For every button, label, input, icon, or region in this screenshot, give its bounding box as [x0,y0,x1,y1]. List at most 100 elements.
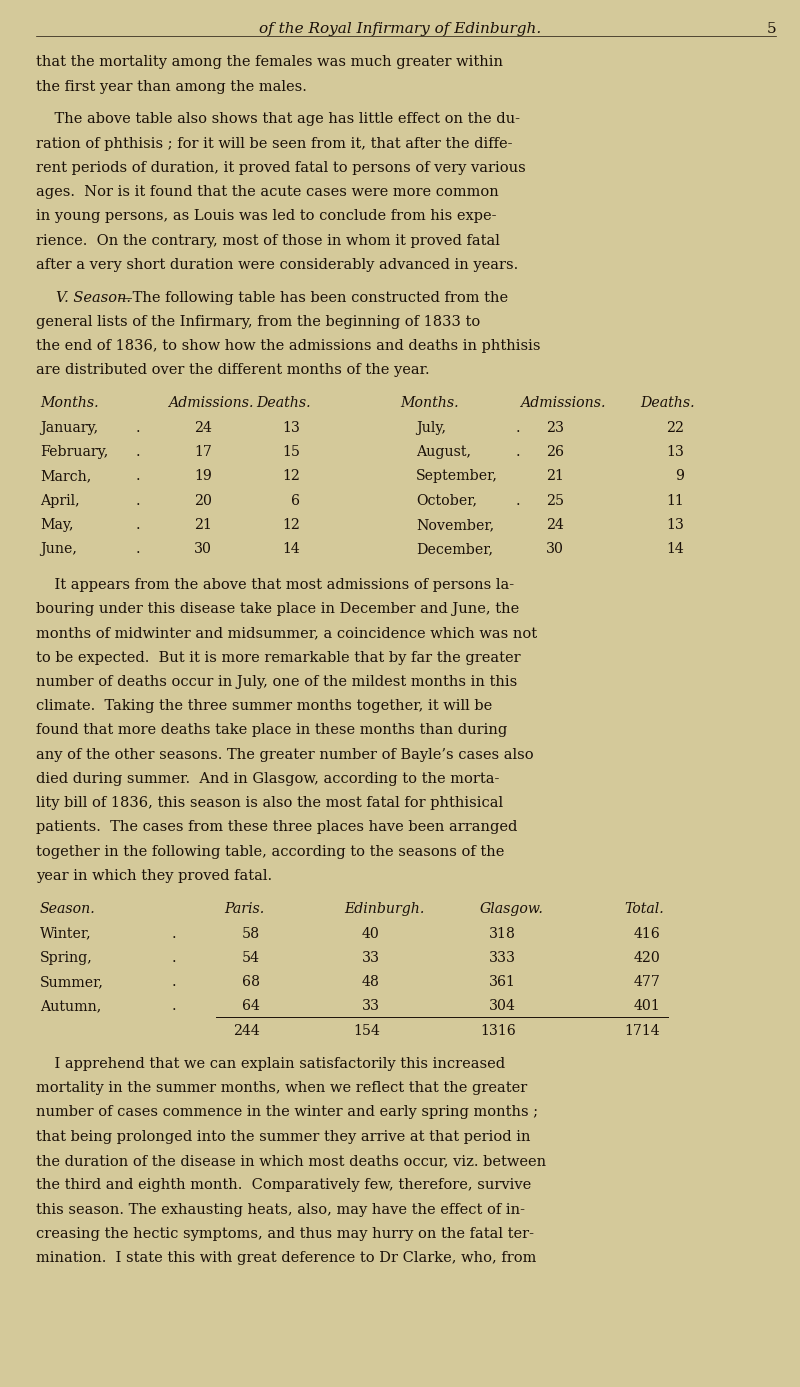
Text: .: . [136,469,141,484]
Text: .: . [136,542,141,556]
Text: 21: 21 [546,469,564,484]
Text: Season.: Season. [40,902,96,915]
Text: mination.  I state this with great deference to Dr Clarke, who, from: mination. I state this with great defere… [36,1251,536,1265]
Text: any of the other seasons. The greater number of Bayle’s cases also: any of the other seasons. The greater nu… [36,748,534,761]
Text: 64: 64 [242,999,260,1014]
Text: December,: December, [416,542,493,556]
Text: 477: 477 [633,975,660,989]
Text: the duration of the disease in which most deaths occur, viz. between: the duration of the disease in which mos… [36,1154,546,1168]
Text: .: . [136,517,141,533]
Text: Autumn,: Autumn, [40,999,102,1014]
Text: Glasgow.: Glasgow. [480,902,544,915]
Text: the third and eighth month.  Comparatively few, therefore, survive: the third and eighth month. Comparativel… [36,1178,531,1193]
Text: July,: July, [416,420,446,436]
Text: Spring,: Spring, [40,950,93,965]
Text: The above table also shows that age has little effect on the du-: The above table also shows that age has … [36,112,520,126]
Text: the end of 1836, to show how the admissions and deaths in phthisis: the end of 1836, to show how the admissi… [36,338,541,354]
Text: 401: 401 [634,999,660,1014]
Text: number of cases commence in the winter and early spring months ;: number of cases commence in the winter a… [36,1105,538,1119]
Text: 154: 154 [353,1024,380,1037]
Text: found that more deaths take place in these months than during: found that more deaths take place in the… [36,723,507,738]
Text: V. Season.: V. Season. [56,290,131,305]
Text: November,: November, [416,517,494,533]
Text: 33: 33 [362,999,380,1014]
Text: .: . [172,950,177,965]
Text: 416: 416 [634,927,660,940]
Text: ages.  Nor is it found that the acute cases were more common: ages. Nor is it found that the acute cas… [36,184,498,200]
Text: 30: 30 [194,542,212,556]
Text: climate.  Taking the three summer months together, it will be: climate. Taking the three summer months … [36,699,492,713]
Text: .: . [516,494,521,508]
Text: 9: 9 [675,469,684,484]
Text: in young persons, as Louis was led to conclude from his expe-: in young persons, as Louis was led to co… [36,209,497,223]
Text: 244: 244 [234,1024,260,1037]
Text: 14: 14 [282,542,300,556]
Text: .: . [172,999,177,1014]
Text: 12: 12 [282,517,300,533]
Text: 26: 26 [546,445,564,459]
Text: .: . [172,975,177,989]
Text: after a very short duration were considerably advanced in years.: after a very short duration were conside… [36,258,518,272]
Text: Winter,: Winter, [40,927,92,940]
Text: 304: 304 [489,999,516,1014]
Text: 318: 318 [489,927,516,940]
Text: 13: 13 [666,517,684,533]
Text: May,: May, [40,517,74,533]
Text: Deaths.: Deaths. [640,395,694,411]
Text: 24: 24 [546,517,564,533]
Text: number of deaths occur in July, one of the mildest months in this: number of deaths occur in July, one of t… [36,674,518,689]
Text: 361: 361 [489,975,516,989]
Text: September,: September, [416,469,498,484]
Text: .: . [172,927,177,940]
Text: January,: January, [40,420,98,436]
Text: 5: 5 [766,22,776,36]
Text: I apprehend that we can explain satisfactorily this increased: I apprehend that we can explain satisfac… [36,1057,505,1071]
Text: to be expected.  But it is more remarkable that by far the greater: to be expected. But it is more remarkabl… [36,651,521,664]
Text: 13: 13 [666,445,684,459]
Text: 23: 23 [546,420,564,436]
Text: 420: 420 [633,950,660,965]
Text: patients.  The cases from these three places have been arranged: patients. The cases from these three pla… [36,820,518,835]
Text: 12: 12 [282,469,300,484]
Text: Paris.: Paris. [224,902,264,915]
Text: 58: 58 [242,927,260,940]
Text: Months.: Months. [400,395,458,411]
Text: .: . [136,420,141,436]
Text: 21: 21 [194,517,212,533]
Text: 48: 48 [362,975,380,989]
Text: 11: 11 [666,494,684,508]
Text: .: . [516,445,521,459]
Text: June,: June, [40,542,77,556]
Text: February,: February, [40,445,108,459]
Text: bouring under this disease take place in December and June, the: bouring under this disease take place in… [36,602,519,616]
Text: —The following table has been constructed from the: —The following table has been constructe… [118,290,508,305]
Text: died during summer.  And in Glasgow, according to the morta-: died during summer. And in Glasgow, acco… [36,771,499,786]
Text: Summer,: Summer, [40,975,104,989]
Text: of the Royal Infirmary of Edinburgh.: of the Royal Infirmary of Edinburgh. [259,22,541,36]
Text: that being prolonged into the summer they arrive at that period in: that being prolonged into the summer the… [36,1129,530,1144]
Text: lity bill of 1836, this season is also the most fatal for phthisical: lity bill of 1836, this season is also t… [36,796,503,810]
Text: 13: 13 [282,420,300,436]
Text: rent periods of duration, it proved fatal to persons of very various: rent periods of duration, it proved fata… [36,161,526,175]
Text: Admissions.: Admissions. [520,395,606,411]
Text: 1714: 1714 [624,1024,660,1037]
Text: 15: 15 [282,445,300,459]
Text: creasing the hectic symptoms, and thus may hurry on the fatal ter-: creasing the hectic symptoms, and thus m… [36,1226,534,1241]
Text: March,: March, [40,469,91,484]
Text: 17: 17 [194,445,212,459]
Text: .: . [136,445,141,459]
Text: 54: 54 [242,950,260,965]
Text: 68: 68 [242,975,260,989]
Text: .: . [136,494,141,508]
Text: Total.: Total. [624,902,664,915]
Text: 25: 25 [546,494,564,508]
Text: 40: 40 [362,927,380,940]
Text: Edinburgh.: Edinburgh. [344,902,424,915]
Text: rience.  On the contrary, most of those in whom it proved fatal: rience. On the contrary, most of those i… [36,233,500,248]
Text: months of midwinter and midsummer, a coincidence which was not: months of midwinter and midsummer, a coi… [36,626,537,641]
Text: October,: October, [416,494,477,508]
Text: the first year than among the males.: the first year than among the males. [36,80,307,94]
Text: together in the following table, according to the seasons of the: together in the following table, accordi… [36,845,504,859]
Text: It appears from the above that most admissions of persons la-: It appears from the above that most admi… [36,577,514,592]
Text: .: . [516,420,521,436]
